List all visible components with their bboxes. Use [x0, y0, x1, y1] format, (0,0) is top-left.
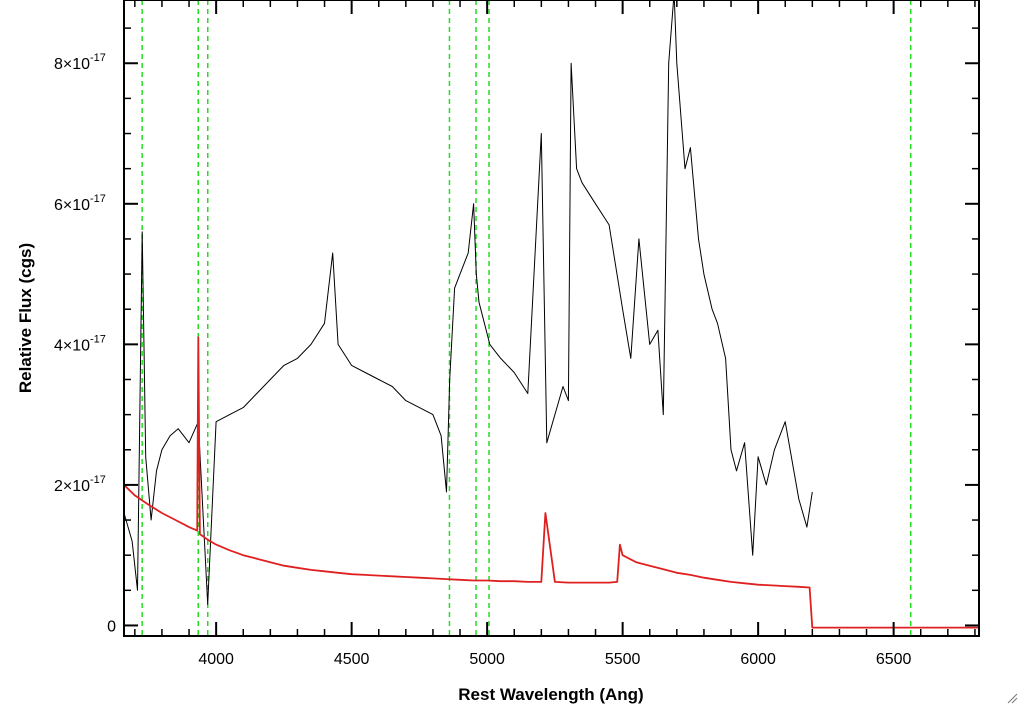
series-layer: [124, 0, 979, 629]
y-tick-exponent-3: -17: [90, 193, 106, 205]
x-tick-label-0: 4000: [198, 651, 234, 668]
y-tick-label-0: 0: [107, 618, 116, 635]
x-tick-label-2: 5000: [469, 651, 505, 668]
plot-frame: [123, 0, 980, 637]
y-tick-label-4: 8×10: [54, 56, 90, 73]
x-tick-label-4: 6000: [740, 651, 776, 668]
y-tick-exponent-2: -17: [90, 333, 106, 345]
y-tick-exponent-1: -17: [90, 474, 106, 486]
y-tick-label-3: 6×10: [54, 197, 90, 214]
y-tick-exponent-4: -17: [90, 52, 106, 64]
x-tick-label-3: 5500: [605, 651, 641, 668]
reference-lines-layer: [141, 0, 912, 636]
x-tick-label-5: 6500: [876, 651, 912, 668]
x-axis-title: Rest Wavelength (Ang): [458, 685, 643, 704]
y-tick-label-1: 2×10: [54, 478, 90, 495]
y-axis-title: Relative Flux (cgs): [16, 243, 35, 393]
resize-grip-icon[interactable]: [1006, 692, 1018, 704]
series-line-0: [124, 0, 813, 605]
series-line-1: [124, 336, 979, 629]
y-tick-label-2: 4×10: [54, 337, 90, 354]
ticks-layer: [124, 0, 979, 636]
x-tick-label-1: 4500: [334, 651, 370, 668]
axes-layer: [123, 0, 980, 637]
